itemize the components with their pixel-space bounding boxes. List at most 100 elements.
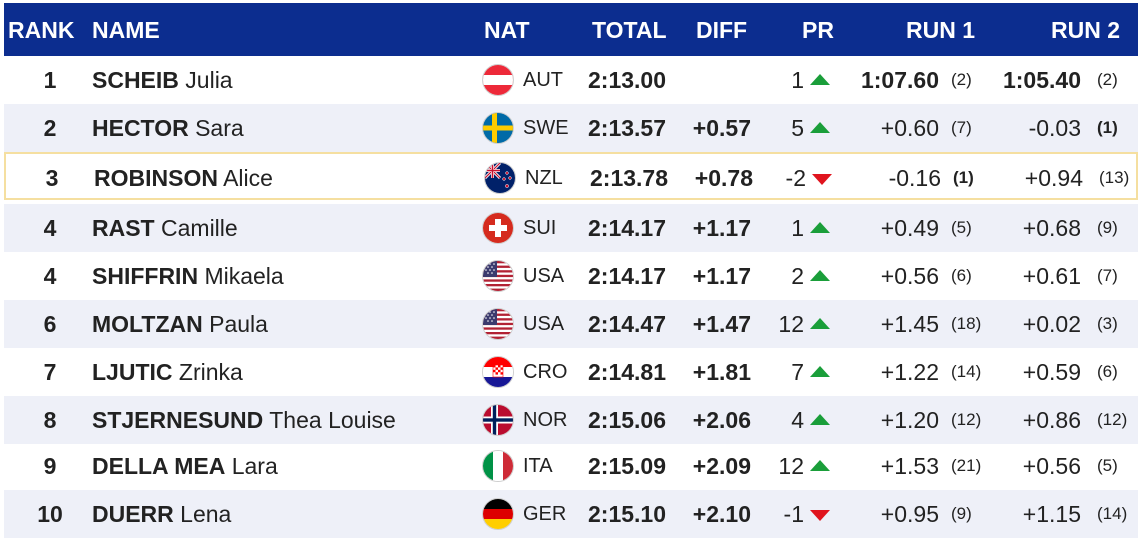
germany-flag-icon xyxy=(482,498,514,530)
diff-time xyxy=(686,56,751,104)
athlete-name[interactable]: STJERNESUND Thea Louise xyxy=(92,396,396,444)
athlete-name[interactable]: DUERR Lena xyxy=(92,490,231,538)
position-change: 12 xyxy=(778,453,804,479)
header-total[interactable]: TOTAL xyxy=(592,17,667,43)
diff-time: +2.10 xyxy=(692,501,751,527)
table-row[interactable]: 7 LJUTIC Zrinka CRO 2:14.81 +1.81 7 +1.22 (14) +… xyxy=(4,348,1138,396)
run1-time: +0.95 xyxy=(880,501,939,527)
athlete-name[interactable]: MOLTZAN Paula xyxy=(92,300,268,348)
nation-code: NZL xyxy=(525,167,563,189)
run1-time: +1.53 xyxy=(880,453,939,479)
athlete-last-name: LJUTIC xyxy=(92,359,173,385)
total-time: 2:15.06 xyxy=(588,407,667,433)
header-run2[interactable]: RUN 2 xyxy=(1051,17,1121,43)
nation-code: ITA xyxy=(523,455,553,477)
table-row[interactable]: 8 STJERNESUND Thea Louise NOR 2:15.06 +2.06 4… xyxy=(4,396,1138,444)
position-change: 5 xyxy=(791,115,804,141)
athlete-name[interactable]: SHIFFRIN Mikaela xyxy=(92,252,284,300)
athlete-first-name: Paula xyxy=(209,311,268,337)
position-change: 1 xyxy=(791,215,804,241)
run2-rank: (6) xyxy=(1097,362,1118,381)
run1-time: -0.16 xyxy=(888,165,941,191)
results-table: RANK NAME NAT TOTAL DIFF PR RUN 1 RUN 2 … xyxy=(4,0,1138,538)
athlete-first-name: Mikaela xyxy=(204,263,284,289)
athlete-name[interactable]: SCHEIB Julia xyxy=(92,56,233,104)
table-row[interactable]: 4 RAST Camille SUI 2:14.17 +1.17 1 +0.49 (5) +0.… xyxy=(4,204,1138,252)
austria-flag-icon xyxy=(482,64,514,96)
run2-time: -0.03 xyxy=(1028,115,1081,141)
run1-rank: (5) xyxy=(951,218,972,237)
athlete-name[interactable]: RAST Camille xyxy=(92,204,238,252)
position-change: 4 xyxy=(791,407,804,433)
diff-time: +1.17 xyxy=(692,215,751,241)
athlete-name[interactable]: DELLA MEA Lara xyxy=(92,442,278,490)
athlete-first-name: Julia xyxy=(185,67,233,93)
rank-cell: 1 xyxy=(43,67,57,93)
run1-rank: (1) xyxy=(953,168,974,187)
diff-time: +1.47 xyxy=(692,311,751,337)
run1-time: 1:07.60 xyxy=(860,67,939,93)
usa-flag-icon xyxy=(482,308,514,340)
table-row[interactable]: 2 HECTOR Sara SWE 2:13.57 +0.57 5 +0.60 (7) -0.0… xyxy=(4,104,1138,152)
header-run1[interactable]: RUN 1 xyxy=(906,17,976,43)
position-change: -1 xyxy=(783,501,804,527)
run2-rank: (3) xyxy=(1097,314,1118,333)
run1-rank: (6) xyxy=(951,266,972,285)
arrow-up-icon xyxy=(810,366,830,377)
rank-cell: 9 xyxy=(43,453,57,479)
athlete-first-name: Camille xyxy=(161,215,238,241)
nation-code: USA xyxy=(523,265,565,287)
total-time: 2:13.57 xyxy=(588,115,667,141)
table-row[interactable]: 6 MOLTZAN Paula USA 2:14.47 +1.47 12 +1.45 (18)… xyxy=(4,300,1138,348)
run1-time: +0.56 xyxy=(880,263,939,289)
run1-rank: (9) xyxy=(951,504,972,523)
run2-time: +1.15 xyxy=(1022,501,1081,527)
run1-time: +1.45 xyxy=(880,311,939,337)
run1-rank: (14) xyxy=(951,362,982,381)
header-pr[interactable]: PR xyxy=(802,17,834,43)
athlete-name[interactable]: HECTOR Sara xyxy=(92,104,244,152)
athlete-last-name: SCHEIB xyxy=(92,67,179,93)
athlete-last-name: STJERNESUND xyxy=(92,407,264,433)
rank-cell: 7 xyxy=(43,359,57,385)
diff-time: +2.06 xyxy=(692,407,751,433)
diff-time: +1.17 xyxy=(692,263,751,289)
rank-cell: 4 xyxy=(43,215,57,241)
total-time: 2:14.47 xyxy=(588,311,667,337)
athlete-name[interactable]: LJUTIC Zrinka xyxy=(92,348,243,396)
athlete-last-name: DELLA MEA xyxy=(92,453,226,479)
athlete-name[interactable]: ROBINSON Alice xyxy=(94,154,273,202)
athlete-first-name: Thea Louise xyxy=(269,407,396,433)
run2-rank: (1) xyxy=(1097,118,1118,137)
arrow-up-icon xyxy=(810,74,830,85)
table-row[interactable]: 4 SHIFFRIN Mikaela USA 2:14.17 +1.17 2 +0.56 (6… xyxy=(4,252,1138,300)
table-row[interactable]: 1 SCHEIB Julia AUT 2:13.00 1 1:07.60 (2) 1:05.4… xyxy=(4,56,1138,104)
diff-time: +2.09 xyxy=(692,453,751,479)
table-row[interactable]: 9 DELLA MEA Lara ITA 2:15.09 +2.09 12 +1.53 (21… xyxy=(4,442,1138,490)
total-time: 2:14.17 xyxy=(588,215,667,241)
run2-rank: (7) xyxy=(1097,266,1118,285)
nation-code: NOR xyxy=(523,409,568,431)
rank-cell: 3 xyxy=(45,165,59,191)
run1-rank: (2) xyxy=(951,70,972,89)
athlete-last-name: ROBINSON xyxy=(94,165,218,191)
rank-cell: 10 xyxy=(37,501,63,527)
arrow-down-icon xyxy=(812,174,832,185)
run1-rank: (18) xyxy=(951,314,982,333)
run1-time: +0.49 xyxy=(880,215,939,241)
position-change: 7 xyxy=(791,359,804,385)
italy-flag-icon xyxy=(482,450,514,482)
diff-time: +1.81 xyxy=(692,359,751,385)
run1-rank: (21) xyxy=(951,456,982,475)
nation-code: SWE xyxy=(523,117,569,139)
table-row[interactable]: 3 ROBINSON Alice NZL 2:13.78 +0.78 -2 -0.16 (1)… xyxy=(4,152,1138,200)
header-name[interactable]: NAME xyxy=(92,17,160,43)
header-diff[interactable]: DIFF xyxy=(696,17,748,43)
norway-flag-icon xyxy=(482,404,514,436)
athlete-last-name: RAST xyxy=(92,215,155,241)
new-zealand-flag-icon xyxy=(484,162,516,194)
header-rank[interactable]: RANK xyxy=(8,17,75,43)
position-change: 2 xyxy=(791,263,804,289)
table-row[interactable]: 10 DUERR Lena GER 2:15.10 +2.10 -1 +0.95 (9) +1.… xyxy=(4,490,1138,538)
header-nat[interactable]: NAT xyxy=(484,17,530,43)
